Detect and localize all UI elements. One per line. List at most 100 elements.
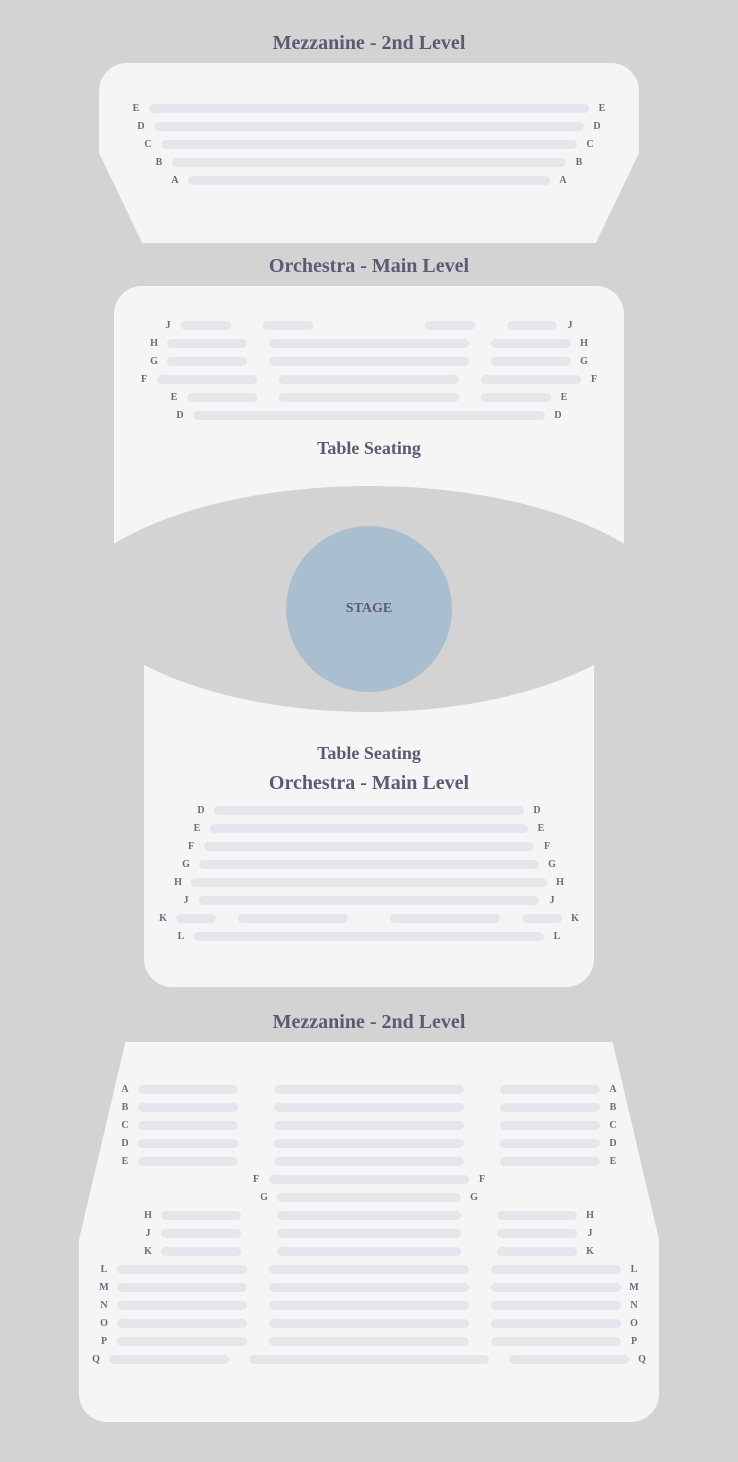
seat-row[interactable]: PP — [79, 1334, 659, 1348]
seat-segment — [500, 1139, 600, 1148]
row-label-left: E — [129, 103, 143, 114]
row-label-right: O — [627, 1318, 641, 1329]
seat-segment — [491, 1283, 621, 1292]
seat-row[interactable]: QQ — [79, 1352, 659, 1366]
seat-row[interactable]: DD — [114, 408, 624, 422]
seat-row[interactable]: MM — [79, 1280, 659, 1294]
row-label-left: Q — [89, 1354, 103, 1365]
row-label-right: D — [606, 1138, 620, 1149]
seat-row[interactable]: BB — [79, 1100, 659, 1114]
seat-segment — [138, 1121, 238, 1130]
seat-row[interactable]: GG — [79, 1190, 659, 1204]
row-label-right: C — [583, 139, 597, 150]
row-label-left: E — [118, 1156, 132, 1167]
seat-row[interactable]: KK — [144, 911, 594, 925]
row-label-right: A — [606, 1084, 620, 1095]
stage: STAGE — [286, 526, 452, 692]
seat-row[interactable]: AA — [99, 173, 639, 187]
seat-row[interactable]: GG — [114, 354, 624, 368]
seat-row[interactable]: DD — [79, 1136, 659, 1150]
seat-row[interactable]: GG — [144, 857, 594, 871]
seat-segment — [269, 339, 469, 348]
seat-row[interactable]: NN — [79, 1298, 659, 1312]
seat-segment — [269, 1175, 469, 1184]
orch-top-table-label: Table Seating — [114, 438, 624, 459]
seat-segment — [191, 878, 547, 887]
seat-segment — [117, 1283, 247, 1292]
seat-segment — [117, 1301, 247, 1310]
seat-segment — [138, 1085, 238, 1094]
row-label-left: L — [97, 1264, 111, 1275]
seat-row[interactable]: FF — [79, 1172, 659, 1186]
seat-row[interactable]: EE — [79, 1154, 659, 1168]
seat-segment — [509, 1355, 629, 1364]
row-label-left: P — [97, 1336, 111, 1347]
row-label-left: H — [171, 877, 185, 888]
row-label-left: D — [173, 410, 187, 421]
row-label-right: F — [540, 841, 554, 852]
seat-row[interactable]: DD — [144, 803, 594, 817]
seat-segment — [161, 1229, 241, 1238]
seat-segment — [269, 1301, 469, 1310]
seat-segment — [194, 932, 544, 941]
seat-segment — [117, 1265, 247, 1274]
seat-row[interactable]: JJ — [114, 318, 624, 332]
row-label-left: G — [257, 1192, 271, 1203]
seat-segment — [497, 1211, 577, 1220]
seat-row[interactable]: JJ — [144, 893, 594, 907]
row-label-left: A — [168, 175, 182, 186]
seat-segment — [199, 860, 539, 869]
seat-segment — [181, 321, 231, 330]
seat-segment — [157, 375, 257, 384]
seat-segment — [274, 1085, 464, 1094]
seat-segment — [274, 1139, 464, 1148]
seat-segment — [138, 1157, 238, 1166]
seat-segment — [188, 176, 550, 185]
row-label-left: E — [167, 392, 181, 403]
seat-segment — [161, 1247, 241, 1256]
row-label-left: K — [141, 1246, 155, 1257]
seat-row[interactable]: EE — [144, 821, 594, 835]
seat-row[interactable]: FF — [144, 839, 594, 853]
seat-row[interactable]: EE — [99, 101, 639, 115]
seat-segment — [269, 1337, 469, 1346]
seat-row[interactable]: JJ — [79, 1226, 659, 1240]
row-label-left: F — [249, 1174, 263, 1185]
seat-row[interactable]: BB — [99, 155, 639, 169]
seat-row[interactable]: OO — [79, 1316, 659, 1330]
row-label-left: F — [137, 374, 151, 385]
row-label-left: J — [179, 895, 193, 906]
row-label-left: C — [141, 139, 155, 150]
seat-row[interactable]: AA — [79, 1082, 659, 1096]
row-label-left: F — [184, 841, 198, 852]
row-label-left: M — [97, 1282, 111, 1293]
seat-segment — [481, 375, 581, 384]
row-label-right: P — [627, 1336, 641, 1347]
seat-row[interactable]: LL — [144, 929, 594, 943]
seat-row[interactable]: HH — [114, 336, 624, 350]
row-label-right: K — [583, 1246, 597, 1257]
seat-row[interactable]: KK — [79, 1244, 659, 1258]
seat-segment — [500, 1103, 600, 1112]
row-label-right: N — [627, 1300, 641, 1311]
seat-row[interactable]: DD — [99, 119, 639, 133]
seat-row[interactable]: EE — [114, 390, 624, 404]
seat-segment — [138, 1103, 238, 1112]
row-label-right: E — [534, 823, 548, 834]
seat-row[interactable]: CC — [99, 137, 639, 151]
seat-segment — [522, 914, 562, 923]
seat-segment — [497, 1229, 577, 1238]
seat-segment — [277, 1247, 461, 1256]
top-mezz-rows: EEDDCCBBAA — [99, 101, 639, 187]
row-label-left: A — [118, 1084, 132, 1095]
row-label-left: K — [156, 913, 170, 924]
seat-row[interactable]: HH — [79, 1208, 659, 1222]
seat-row[interactable]: FF — [114, 372, 624, 386]
seat-segment — [507, 321, 557, 330]
row-label-right: E — [595, 103, 609, 114]
seat-row[interactable]: CC — [79, 1118, 659, 1132]
seat-segment — [149, 104, 589, 113]
row-label-left: H — [141, 1210, 155, 1221]
seat-row[interactable]: LL — [79, 1262, 659, 1276]
seat-row[interactable]: HH — [144, 875, 594, 889]
